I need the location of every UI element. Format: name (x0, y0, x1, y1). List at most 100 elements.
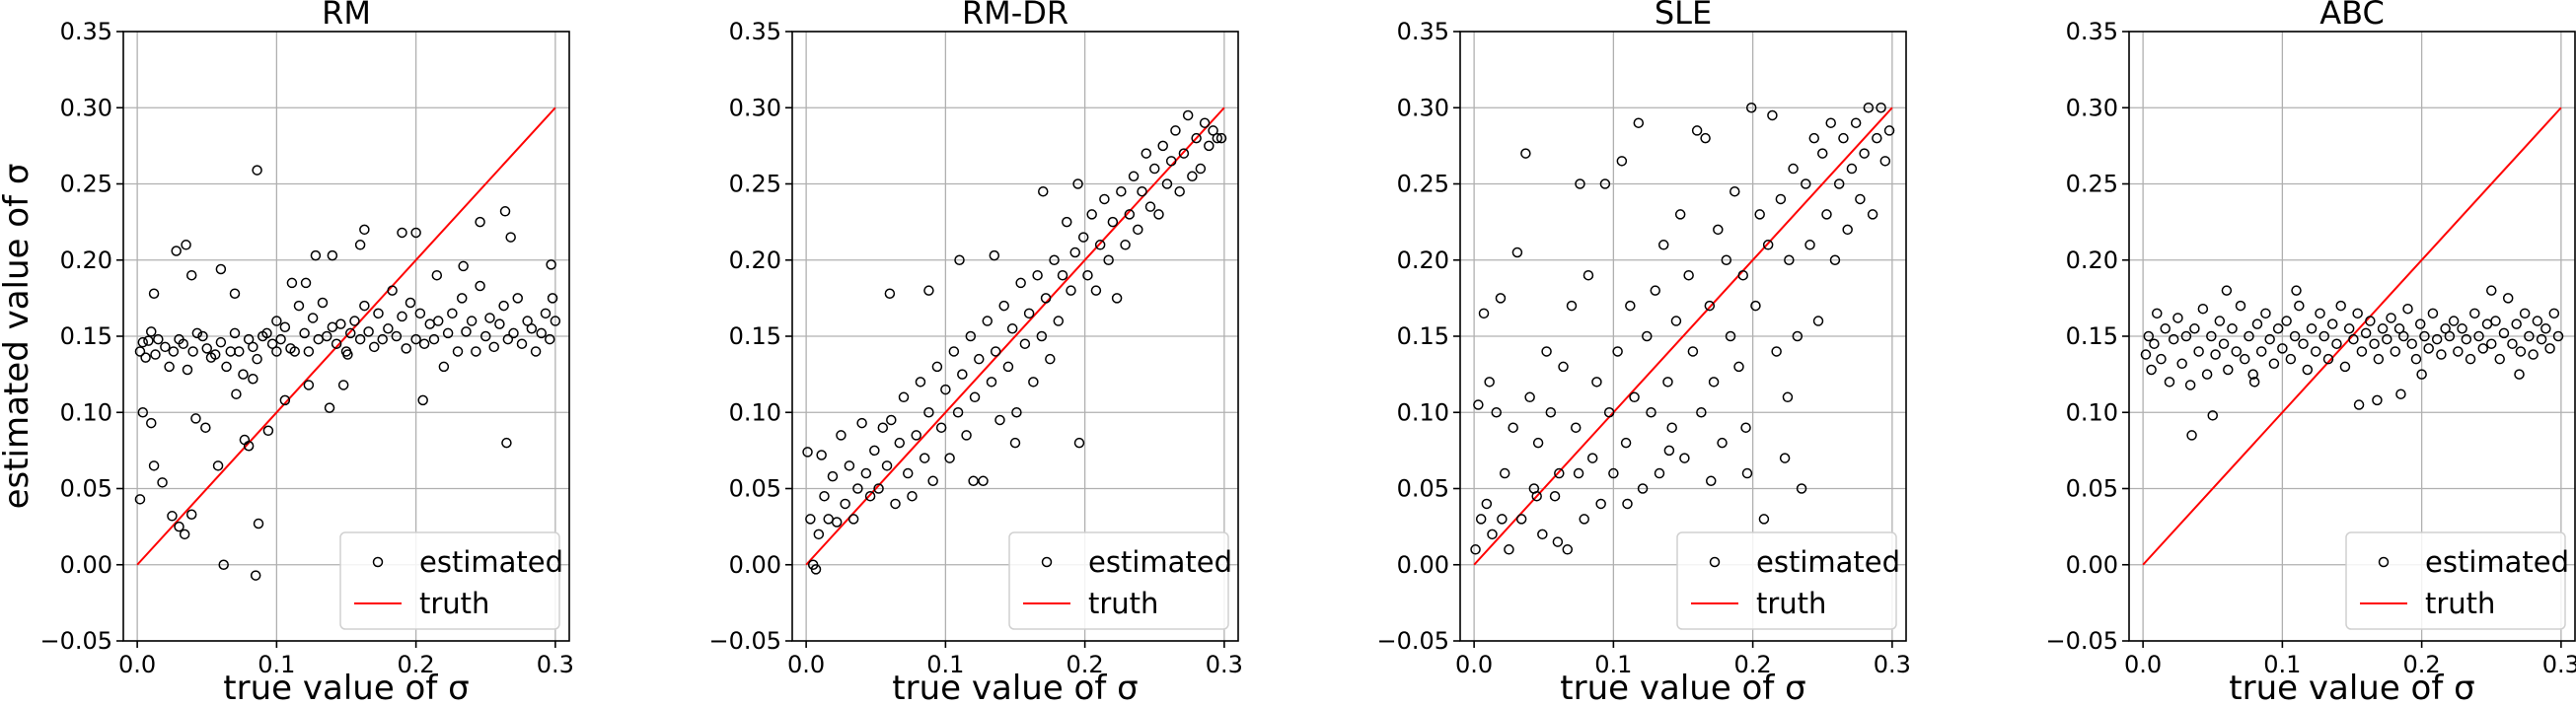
scatter-point (2360, 327, 2372, 339)
scatter-point (248, 341, 258, 353)
scatter-point (179, 529, 190, 540)
scatter-point (243, 440, 255, 452)
scatter-point (344, 327, 356, 339)
scatter-point (2326, 318, 2338, 329)
x-tick-label: 0.1 (258, 651, 295, 678)
scatter-point (1737, 269, 1748, 281)
y-axis-label: estimated value of σ (0, 164, 37, 510)
scatter-point (1531, 490, 1542, 502)
scatter-point (974, 353, 985, 365)
scatter-point (1850, 117, 1862, 128)
scatter-point (873, 483, 884, 494)
scatter-point (1552, 536, 1564, 547)
scatter-point (1570, 422, 1582, 433)
scatter-point (2423, 343, 2434, 354)
scatter-point (1049, 254, 1060, 265)
scatter-point (2184, 380, 2196, 390)
legend-label-truth: truth (2425, 587, 2495, 620)
scatter-point (2390, 346, 2401, 357)
scatter-point (2172, 313, 2183, 323)
scatter-point (480, 330, 491, 342)
scatter-point (1497, 514, 1508, 525)
scatter-point (191, 327, 203, 339)
x-tick-label: 0.3 (1206, 651, 1243, 678)
scatter-point (2343, 323, 2355, 334)
scatter-point (836, 430, 846, 441)
scatter-point (982, 316, 993, 326)
scatter-point (2247, 369, 2258, 380)
scatter-point (1717, 437, 1728, 449)
scatter-point (2289, 330, 2301, 342)
scatter-point (813, 529, 825, 540)
scatter-point (998, 300, 1009, 312)
scatter-point (377, 333, 388, 345)
scatter-point (164, 361, 175, 373)
scatter-point (840, 498, 850, 510)
scatter-point (968, 475, 979, 487)
scatter-point (1863, 103, 1875, 113)
scatter-point (1170, 125, 1181, 136)
scatter-point (2511, 318, 2522, 329)
scatter-point (952, 407, 964, 418)
scatter-point (2395, 388, 2406, 399)
scatter-point (869, 445, 880, 457)
scatter-point (484, 313, 495, 323)
scatter-point (2528, 349, 2539, 360)
scatter-point (266, 338, 278, 349)
scatter-point (2335, 300, 2346, 312)
scatter-point (1603, 407, 1615, 418)
scatter-point (1595, 498, 1606, 510)
scatter-point (354, 240, 366, 250)
scatter-point (2207, 410, 2218, 421)
scatter-point (286, 277, 298, 289)
scatter-point (231, 388, 242, 399)
legend-marker-estimated (1709, 556, 1721, 568)
scatter-point (250, 570, 261, 581)
scatter-point (2507, 338, 2518, 349)
scatter-point (300, 277, 312, 289)
scatter-point (990, 346, 1001, 357)
x-axis-label: true value of σ (892, 669, 1138, 706)
scatter-point (2277, 343, 2288, 354)
axis-ticks: 0.0 0.1 0.2 0.3 −0.05 0.00 0.05 0.10 0.15 0.20 0.2… (1376, 18, 1911, 678)
scatter-point (886, 414, 897, 426)
scatter-point (2306, 323, 2318, 334)
scatter-point (1775, 193, 1787, 205)
scatter-point (363, 326, 374, 337)
scatter-point (1086, 209, 1097, 220)
scatter-point (359, 224, 370, 236)
scatter-point (2356, 346, 2368, 357)
scatter-point (940, 384, 951, 395)
scatter-point (275, 333, 286, 345)
scatter-point (526, 323, 538, 334)
scatter-point (424, 318, 435, 329)
scatter-point (182, 364, 193, 376)
scatter-point (1730, 185, 1740, 197)
scatter-point (168, 346, 180, 357)
scatter-point (1842, 224, 1853, 236)
scatter-point (2427, 308, 2439, 319)
scatter-point (1750, 300, 1761, 312)
scatter-point (2264, 333, 2275, 345)
x-tick-label: 0.2 (2403, 651, 2441, 678)
scatter-point (1879, 156, 1891, 167)
scatter-point (167, 511, 178, 522)
scatter-point (271, 316, 282, 326)
scatter-point (1511, 247, 1523, 258)
scatter-point (1009, 437, 1021, 449)
scatter-point (1733, 361, 1744, 373)
y-tick-label: 0.30 (1397, 94, 1449, 121)
scatter-point (1713, 224, 1724, 236)
scatter-point (948, 346, 960, 357)
scatter-point (1829, 254, 1841, 265)
x-tick-label: 0.3 (537, 651, 574, 678)
scatter-point (2251, 318, 2263, 329)
scatter-point (2481, 318, 2493, 329)
scatter-point (540, 308, 552, 319)
axis-ticks: 0.0 0.1 0.2 0.3 −0.05 0.00 0.05 0.10 0.15 0.20 0.2… (708, 18, 1243, 678)
scatter-point (1817, 148, 1828, 159)
scatter-point (1199, 117, 1211, 128)
scatter-point (1032, 269, 1043, 281)
scatter-point (810, 564, 822, 575)
